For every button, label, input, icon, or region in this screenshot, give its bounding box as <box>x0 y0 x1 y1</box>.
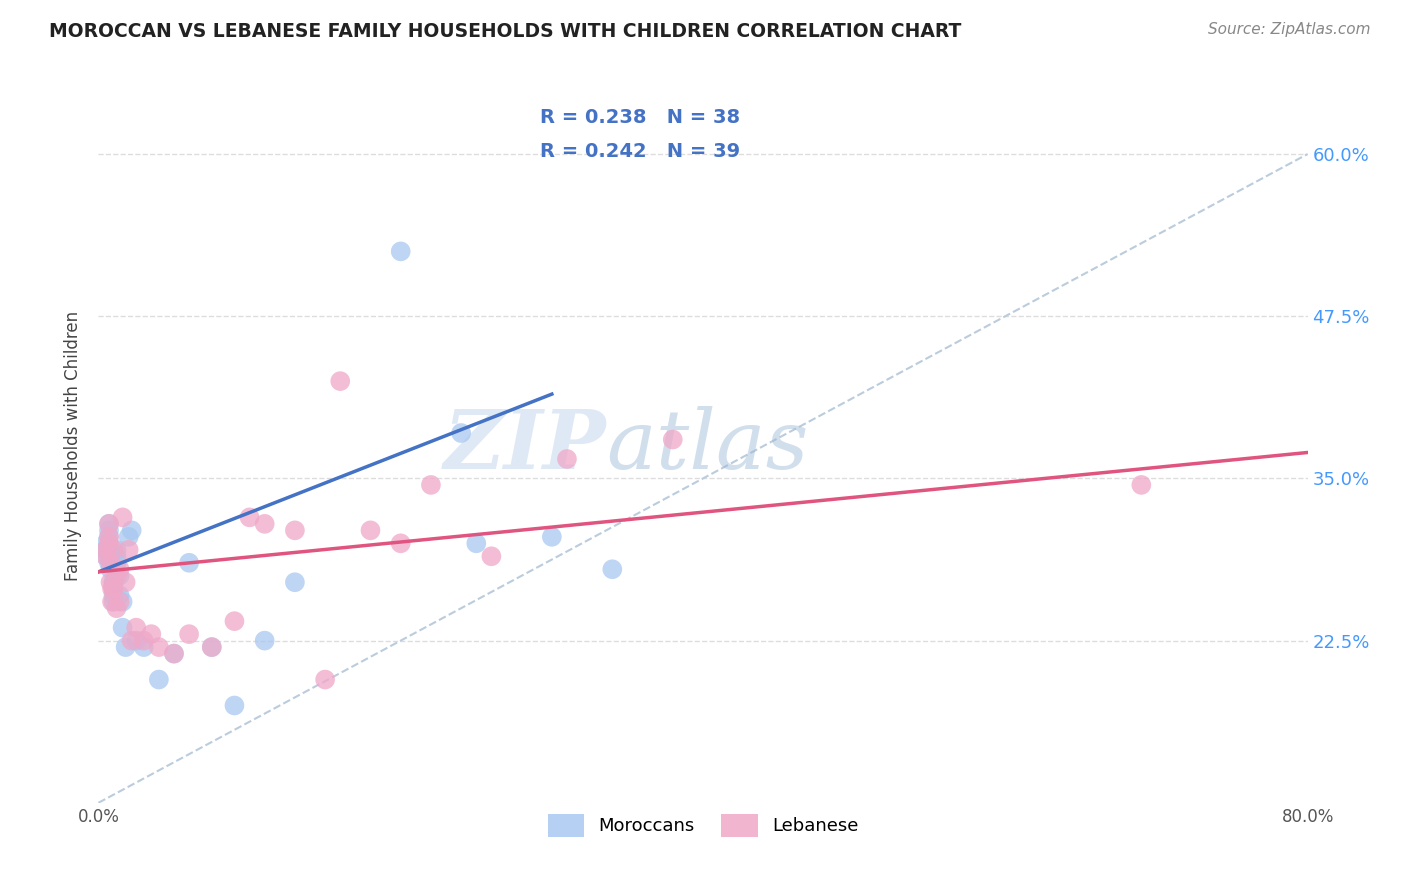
Text: MOROCCAN VS LEBANESE FAMILY HOUSEHOLDS WITH CHILDREN CORRELATION CHART: MOROCCAN VS LEBANESE FAMILY HOUSEHOLDS W… <box>49 22 962 41</box>
Point <box>314 673 336 687</box>
Point <box>253 516 276 531</box>
Point <box>94 549 117 564</box>
Point <box>98 556 121 570</box>
Point <box>389 244 412 259</box>
Text: Source: ZipAtlas.com: Source: ZipAtlas.com <box>1208 22 1371 37</box>
Point <box>111 510 134 524</box>
Point <box>661 433 683 447</box>
Point <box>141 627 163 641</box>
Point <box>108 568 131 582</box>
Point <box>108 595 131 609</box>
Text: R = 0.242   N = 39: R = 0.242 N = 39 <box>540 143 740 161</box>
Point <box>121 633 143 648</box>
Point <box>105 601 128 615</box>
Point <box>224 698 246 713</box>
Point <box>602 562 624 576</box>
Point <box>360 524 382 538</box>
Point <box>101 595 124 609</box>
Point <box>465 536 488 550</box>
Point <box>540 530 562 544</box>
Point <box>284 575 307 590</box>
Point <box>284 524 307 538</box>
Point <box>201 640 224 654</box>
Point <box>98 524 121 538</box>
Point <box>103 588 125 602</box>
Point <box>163 647 186 661</box>
Point <box>105 556 128 570</box>
Point <box>132 640 155 654</box>
Point <box>329 374 352 388</box>
Point <box>100 556 122 570</box>
Point <box>105 542 128 557</box>
Text: R = 0.238   N = 38: R = 0.238 N = 38 <box>540 108 740 128</box>
Point <box>121 524 143 538</box>
Point <box>125 621 148 635</box>
Point <box>239 510 262 524</box>
Point <box>100 542 122 557</box>
Point <box>105 549 128 564</box>
Y-axis label: Family Households with Children: Family Households with Children <box>65 311 83 581</box>
Point <box>108 588 131 602</box>
Point <box>98 530 121 544</box>
Point <box>111 621 134 635</box>
Point <box>98 516 121 531</box>
Point <box>108 562 131 576</box>
Legend: Moroccans, Lebanese: Moroccans, Lebanese <box>540 807 866 844</box>
Point <box>132 633 155 648</box>
Point <box>179 627 201 641</box>
Point <box>103 575 125 590</box>
Point <box>125 633 148 648</box>
Point <box>94 549 117 564</box>
Point <box>118 542 141 557</box>
Point <box>101 582 124 596</box>
Point <box>103 582 125 596</box>
Point <box>94 536 117 550</box>
Point <box>98 516 121 531</box>
Point <box>179 556 201 570</box>
Point <box>111 595 134 609</box>
Point <box>103 575 125 590</box>
Text: atlas: atlas <box>606 406 808 486</box>
Point <box>148 640 170 654</box>
Point <box>103 595 125 609</box>
Point <box>389 536 412 550</box>
Point <box>481 549 503 564</box>
Point <box>100 575 122 590</box>
Point <box>114 575 136 590</box>
Point <box>224 614 246 628</box>
Point <box>94 542 117 557</box>
Point <box>98 536 121 550</box>
Point <box>105 568 128 582</box>
Point <box>450 425 472 440</box>
Point <box>114 640 136 654</box>
Point <box>103 582 125 596</box>
Point <box>253 633 276 648</box>
Point <box>555 452 578 467</box>
Point <box>201 640 224 654</box>
Text: ZIP: ZIP <box>444 406 606 486</box>
Point <box>103 542 125 557</box>
Point <box>118 530 141 544</box>
Point <box>420 478 443 492</box>
Point <box>100 562 122 576</box>
Point <box>94 542 117 557</box>
Point <box>1130 478 1153 492</box>
Point <box>163 647 186 661</box>
Point <box>148 673 170 687</box>
Point <box>98 530 121 544</box>
